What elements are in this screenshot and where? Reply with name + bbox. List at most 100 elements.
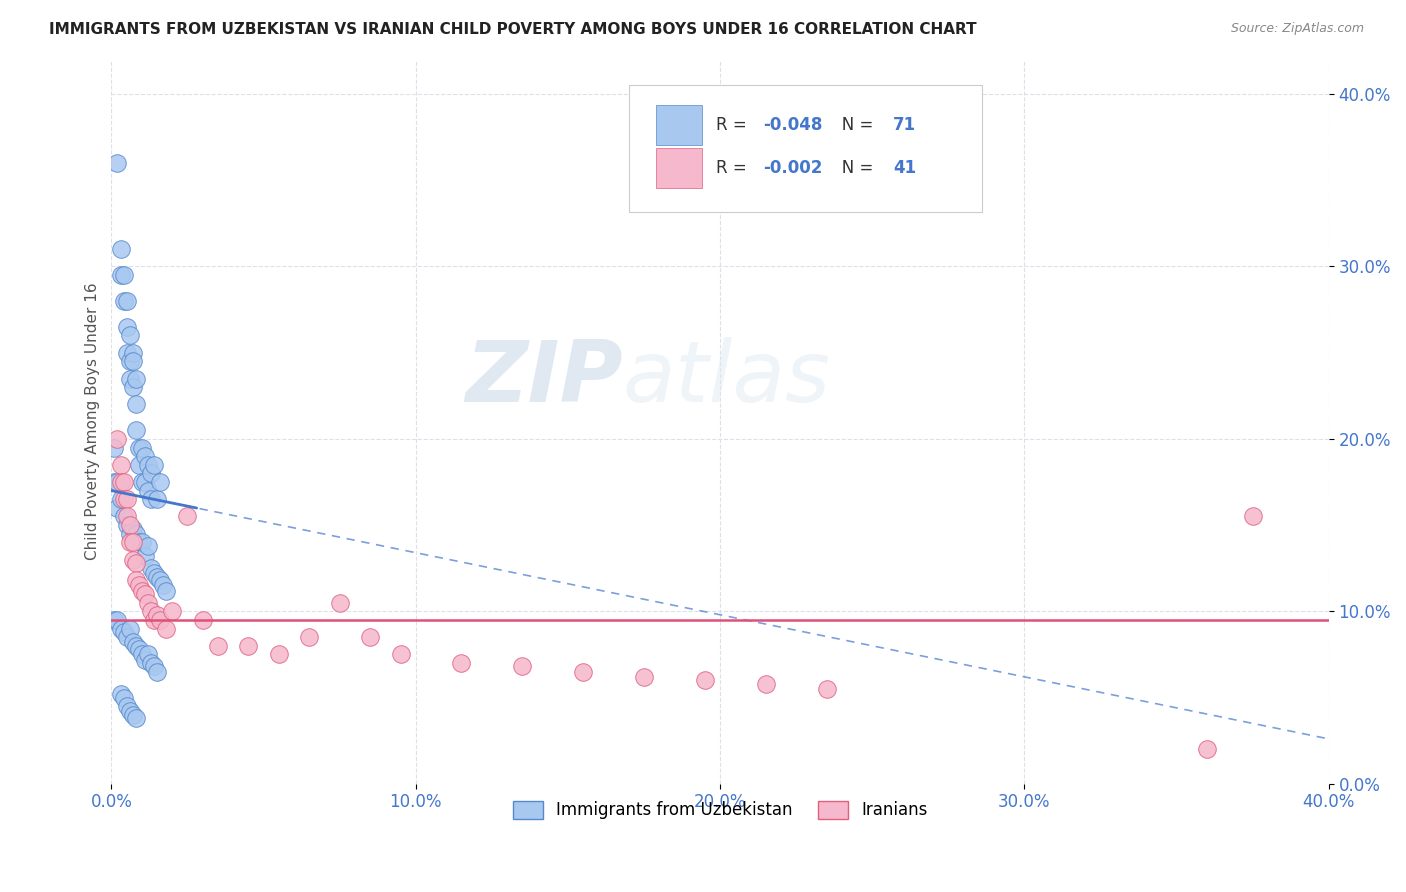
Point (136, 458, 159, 472)
Point (693, 673, 716, 688)
Point (510, 659, 533, 673)
Y-axis label: Child Poverty Among Boys Under 16: Child Poverty Among Boys Under 16 (86, 283, 100, 560)
Point (110, 475, 132, 489)
Point (112, 492, 135, 507)
Point (136, 596, 159, 610)
Point (112, 690, 135, 705)
Point (134, 652, 156, 666)
Text: IMMIGRANTS FROM UZBEKISTAN VS IRANIAN CHILD POVERTY AMONG BOYS UNDER 16 CORRELAT: IMMIGRANTS FROM UZBEKISTAN VS IRANIAN CH… (49, 22, 977, 37)
Text: 41: 41 (893, 159, 917, 178)
Text: N =: N = (825, 159, 879, 178)
FancyBboxPatch shape (628, 85, 981, 211)
Point (131, 475, 153, 489)
Point (815, 681, 838, 696)
Point (143, 659, 166, 673)
Point (155, 583, 177, 598)
Point (115, 345, 138, 359)
Point (139, 604, 162, 618)
Text: R =: R = (717, 159, 752, 178)
Point (121, 552, 143, 566)
Point (112, 475, 135, 489)
Point (139, 492, 162, 507)
Point (125, 371, 148, 385)
Point (112, 509, 135, 524)
Point (146, 492, 169, 507)
Point (118, 526, 141, 541)
Point (152, 578, 174, 592)
Point (112, 293, 135, 308)
Point (110, 687, 132, 701)
Point (162, 604, 184, 618)
Point (115, 630, 138, 644)
Point (1195, 742, 1218, 756)
Point (110, 622, 132, 636)
Point (115, 319, 138, 334)
Point (143, 566, 166, 581)
Point (125, 574, 148, 588)
Point (121, 380, 143, 394)
Point (112, 625, 135, 640)
Point (125, 556, 148, 570)
Point (131, 535, 153, 549)
Point (125, 639, 148, 653)
Point (115, 518, 138, 533)
Point (125, 423, 148, 437)
Text: 71: 71 (893, 116, 917, 134)
Point (115, 509, 138, 524)
Point (103, 613, 125, 627)
Text: -0.002: -0.002 (762, 159, 823, 178)
Point (115, 293, 138, 308)
Point (107, 156, 129, 170)
Point (633, 670, 655, 684)
Point (118, 622, 141, 636)
Point (103, 475, 125, 489)
Text: -0.048: -0.048 (762, 116, 823, 134)
Point (118, 328, 141, 343)
Point (191, 613, 214, 627)
Point (118, 518, 141, 533)
Point (139, 561, 162, 575)
Point (107, 432, 129, 446)
Point (107, 475, 129, 489)
Point (134, 475, 156, 489)
Point (134, 587, 156, 601)
Point (131, 648, 153, 662)
Point (329, 596, 352, 610)
Point (359, 630, 381, 644)
Point (389, 648, 412, 662)
Point (149, 613, 172, 627)
Point (267, 648, 290, 662)
Point (115, 699, 138, 714)
Point (146, 665, 169, 679)
Point (118, 354, 141, 368)
Point (1241, 509, 1264, 524)
Text: R =: R = (717, 116, 752, 134)
Point (110, 268, 132, 282)
Point (176, 509, 198, 524)
Point (107, 613, 129, 627)
Point (149, 574, 172, 588)
Point (149, 475, 172, 489)
Point (146, 570, 169, 584)
Legend: Immigrants from Uzbekistan, Iranians: Immigrants from Uzbekistan, Iranians (506, 794, 934, 826)
Point (139, 467, 162, 481)
Point (450, 656, 472, 670)
Text: Source: ZipAtlas.com: Source: ZipAtlas.com (1230, 22, 1364, 36)
Point (118, 704, 141, 718)
Point (146, 607, 169, 622)
Point (121, 635, 143, 649)
Point (128, 458, 150, 472)
Point (103, 441, 125, 455)
Point (121, 522, 143, 536)
Point (115, 492, 138, 507)
Point (121, 535, 143, 549)
Point (238, 639, 260, 653)
Text: ZIP: ZIP (465, 336, 623, 420)
Point (128, 642, 150, 657)
Point (118, 371, 141, 385)
FancyBboxPatch shape (655, 105, 702, 145)
Point (139, 656, 162, 670)
Point (136, 539, 159, 553)
Point (110, 458, 132, 472)
Point (128, 578, 150, 592)
